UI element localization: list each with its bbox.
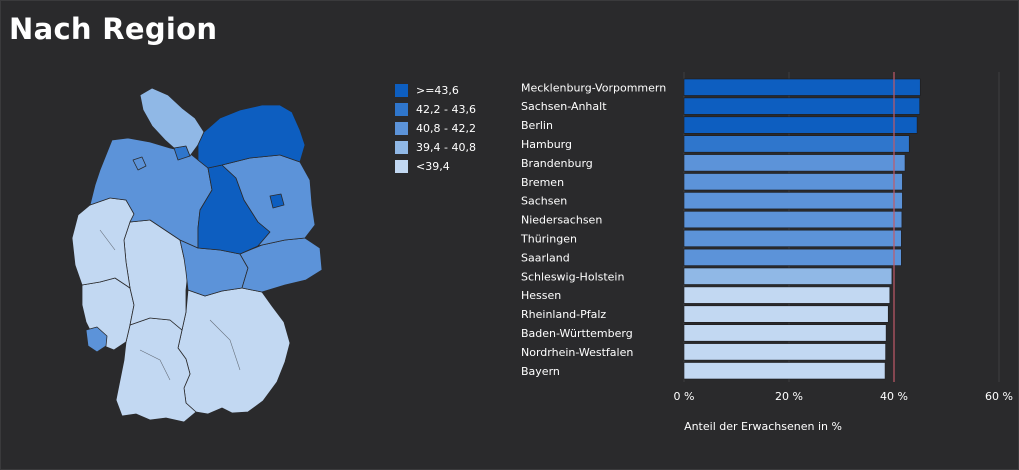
category-label: Sachsen — [521, 195, 567, 208]
x-tick-label: 20 % — [775, 390, 803, 403]
category-label: Brandenburg — [521, 157, 593, 170]
x-tick-label: 0 % — [674, 390, 695, 403]
category-label: Saarland — [521, 251, 570, 264]
category-label: Thüringen — [520, 232, 577, 245]
bar[interactable] — [683, 229, 902, 247]
bar[interactable] — [683, 173, 903, 191]
category-label: Sachsen-Anhalt — [521, 100, 607, 113]
bar[interactable] — [683, 343, 886, 361]
bar[interactable] — [683, 78, 921, 96]
legend-label: 39,4 - 40,8 — [416, 141, 476, 154]
legend-swatch — [395, 141, 408, 154]
page-title: Nach Region — [9, 12, 218, 46]
bar[interactable] — [683, 192, 903, 210]
map-region-mecklenburg-vorpommern[interactable] — [197, 104, 306, 169]
category-label: Baden-Württemberg — [521, 327, 633, 340]
map-legend: >=43,6 42,2 - 43,6 40,8 - 42,2 39,4 - 40… — [395, 81, 476, 176]
legend-item: >=43,6 — [395, 81, 476, 100]
x-tick-label: 60 % — [985, 390, 1013, 403]
category-label: Bayern — [521, 365, 560, 378]
bar[interactable] — [683, 154, 906, 172]
map-region-saarland[interactable] — [85, 326, 108, 353]
category-label: Mecklenburg-Vorpommern — [521, 81, 666, 94]
bar[interactable] — [683, 286, 891, 304]
legend-label: >=43,6 — [416, 84, 459, 97]
bar[interactable] — [683, 305, 889, 323]
category-label: Bremen — [521, 176, 564, 189]
germany-map — [71, 87, 323, 423]
map-region-berlin[interactable] — [269, 193, 285, 209]
legend-item: <39,4 — [395, 157, 476, 176]
bar[interactable] — [683, 324, 887, 342]
category-label: Hamburg — [521, 138, 572, 151]
category-label: Schleswig-Holstein — [521, 270, 624, 283]
x-tick-label: 40 % — [880, 390, 908, 403]
legend-swatch — [395, 103, 408, 116]
category-label: Rheinland-Pfalz — [521, 308, 606, 321]
x-axis-label: Anteil der Erwachsenen in % — [684, 420, 842, 433]
bar[interactable] — [683, 116, 918, 134]
bar[interactable] — [683, 97, 921, 115]
bar[interactable] — [683, 248, 902, 266]
map-region-bremen[interactable] — [132, 156, 147, 171]
legend-item: 42,2 - 43,6 — [395, 100, 476, 119]
bar[interactable] — [683, 362, 886, 380]
legend-swatch — [395, 84, 408, 97]
bar[interactable] — [683, 267, 893, 285]
map-region-baden-wuerttemberg[interactable] — [115, 317, 197, 423]
legend-label: <39,4 — [416, 160, 450, 173]
category-label: Nordrhein-Westfalen — [521, 346, 633, 359]
category-label: Hessen — [521, 289, 561, 302]
category-label: Berlin — [521, 119, 553, 132]
map-region-schleswig-holstein[interactable] — [139, 87, 205, 157]
legend-item: 40,8 - 42,2 — [395, 119, 476, 138]
legend-swatch — [395, 122, 408, 135]
legend-swatch — [395, 160, 408, 173]
legend-item: 39,4 - 40,8 — [395, 138, 476, 157]
legend-label: 42,2 - 43,6 — [416, 103, 476, 116]
bar[interactable] — [683, 211, 903, 229]
legend-label: 40,8 - 42,2 — [416, 122, 476, 135]
category-label: Niedersachsen — [521, 214, 602, 227]
bar[interactable] — [683, 135, 910, 153]
